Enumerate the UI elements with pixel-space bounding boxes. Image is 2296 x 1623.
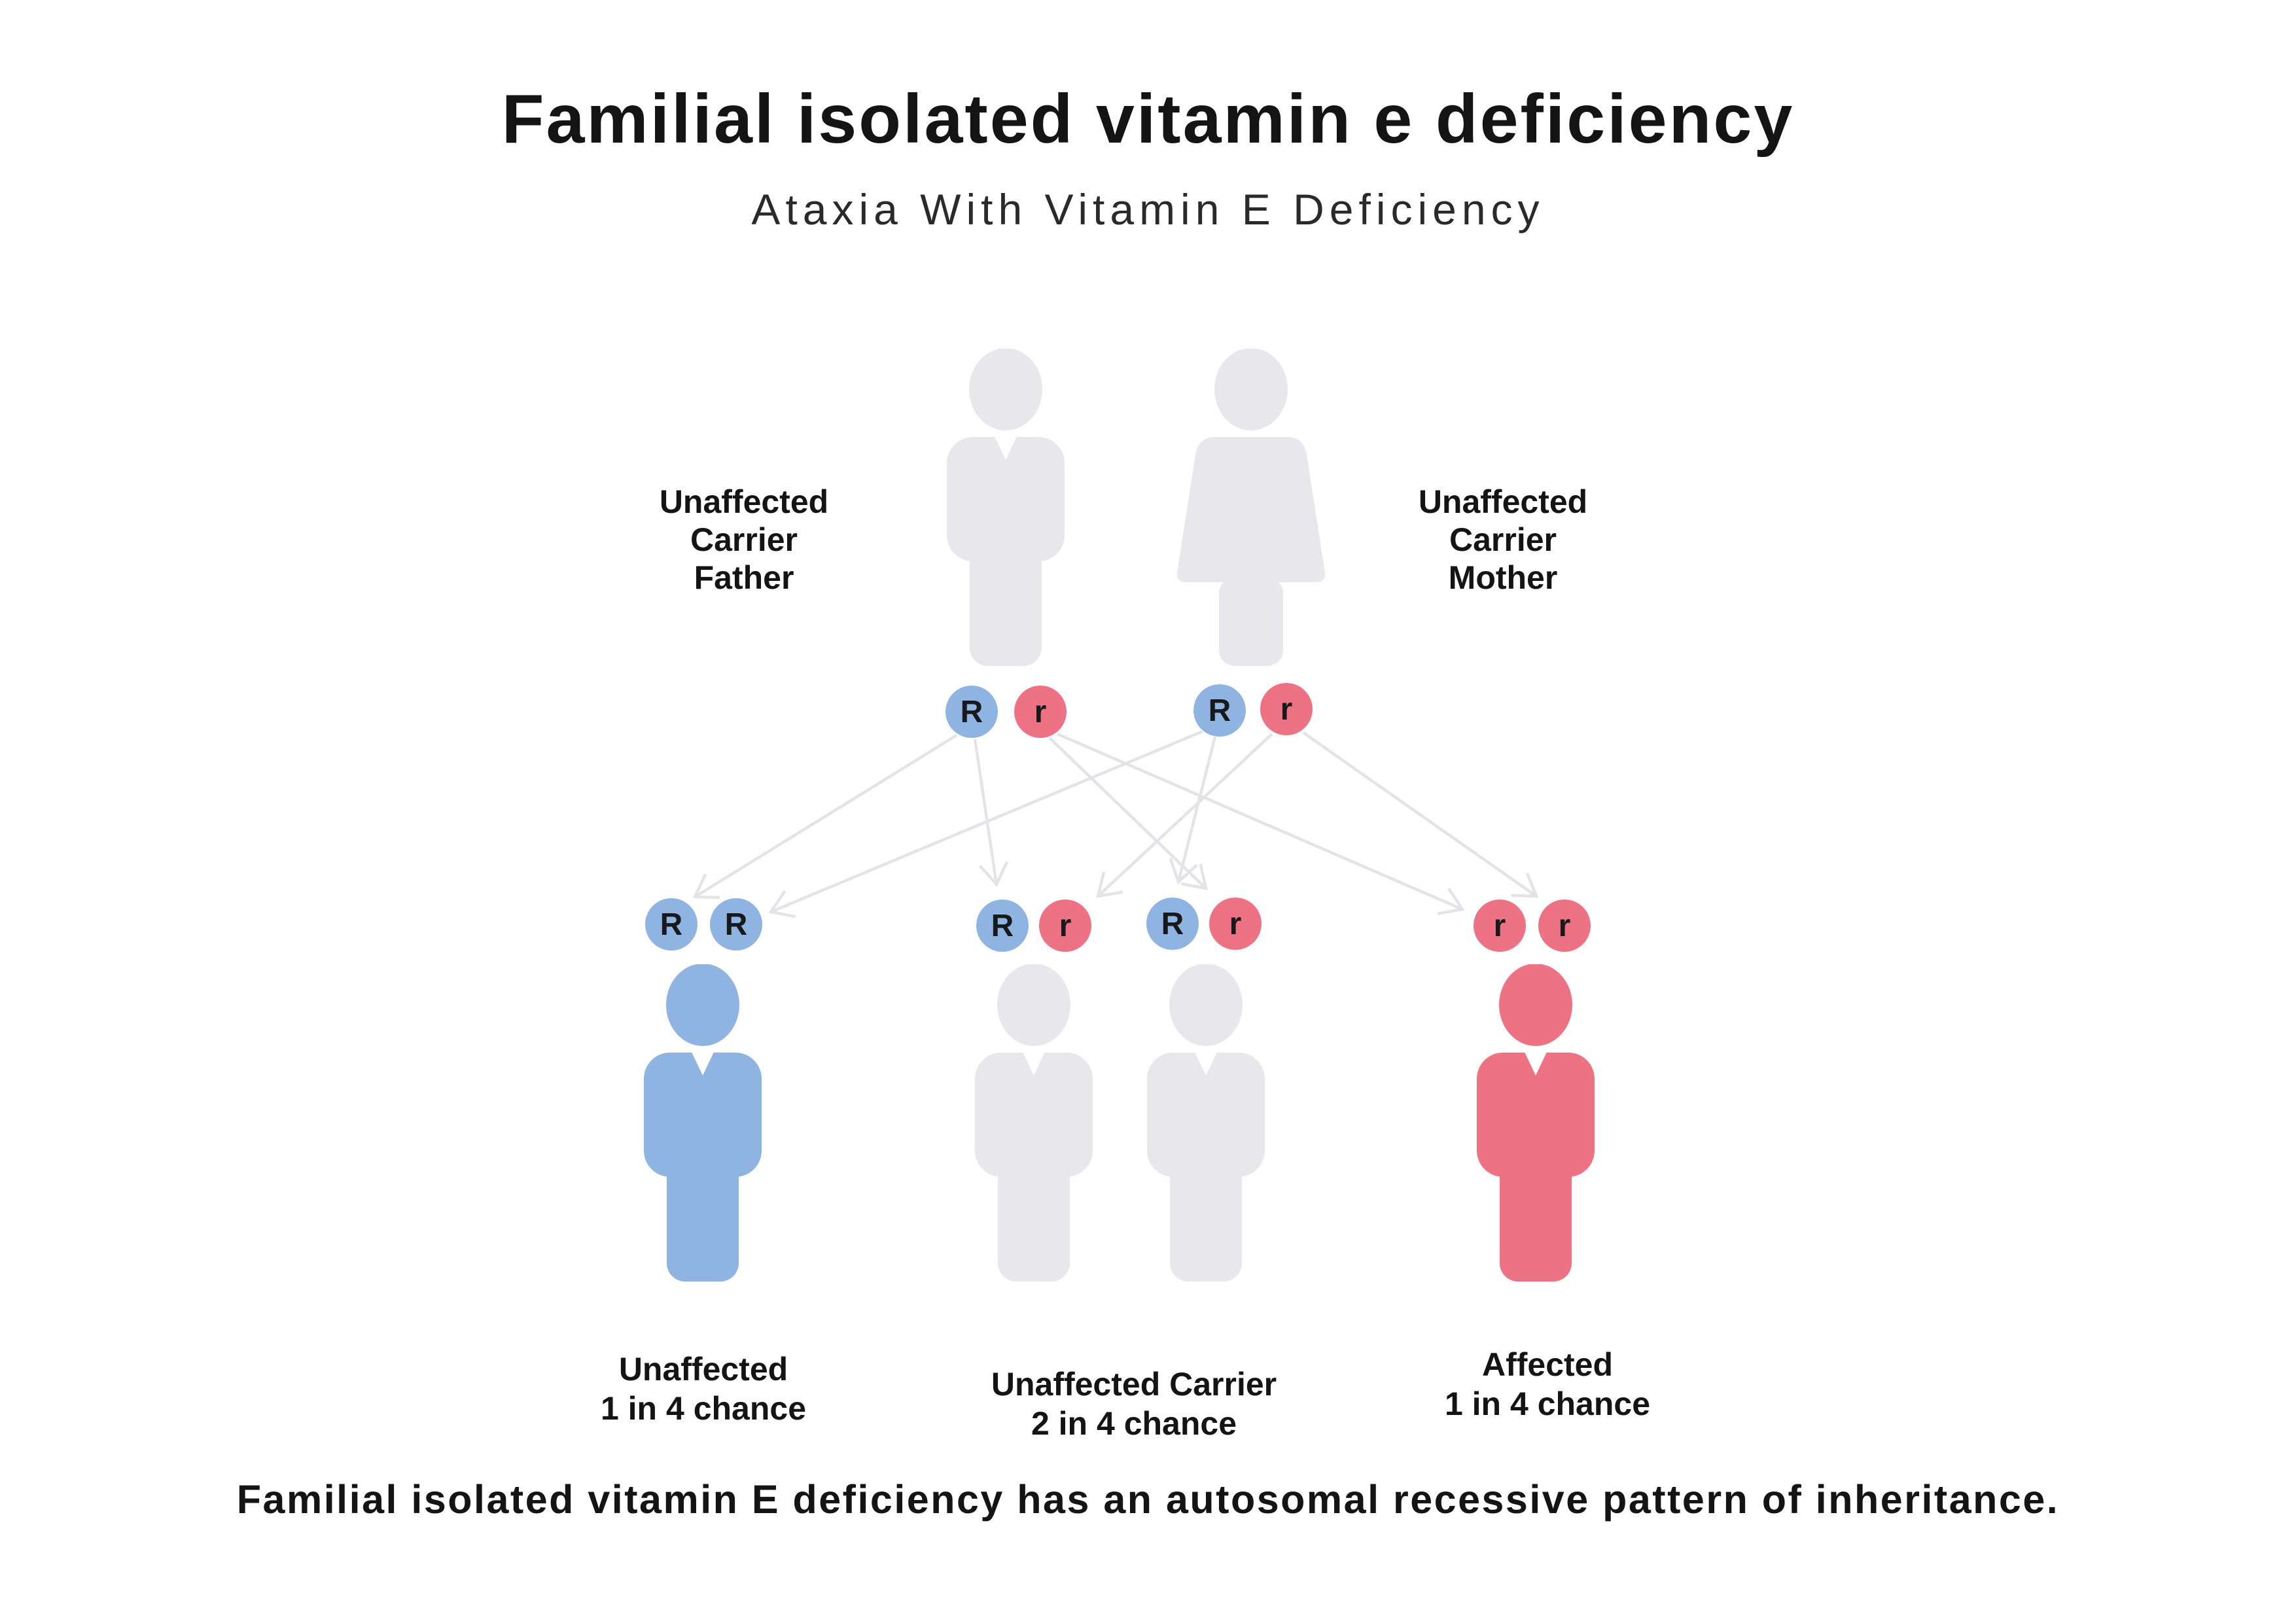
- arrow-motherR-to-child3: [1169, 736, 1217, 884]
- father-allele-r: r: [1014, 686, 1067, 738]
- child3-person-icon: [1147, 964, 1265, 1282]
- father-person-icon: [947, 349, 1065, 666]
- arrow-motherr-to-child2: [1096, 733, 1273, 898]
- child4-outcome-line1: Affected: [1481, 1346, 1614, 1383]
- father-label-line2: Carrier: [690, 521, 798, 558]
- mother-allele-R: R: [1193, 684, 1246, 737]
- father-label: Unaffected Carrier Father: [548, 483, 940, 597]
- child1-allele-2-letter: R: [724, 907, 748, 942]
- child4-allele-2: r: [1538, 899, 1591, 952]
- footer-caption: Familial isolated vitamin E deficiency h…: [236, 1477, 2060, 1522]
- child2-allele-2: r: [1039, 899, 1091, 952]
- mother-label-line3: Mother: [1448, 559, 1558, 596]
- father-allele-R: R: [945, 686, 998, 738]
- child4-allele-1-letter: r: [1493, 908, 1506, 943]
- child1-outcome-line2: 1 in 4 chance: [600, 1390, 807, 1427]
- child2-allele-1: R: [976, 899, 1029, 952]
- child1-allele-2: R: [710, 898, 762, 951]
- father-label-line3: Father: [694, 559, 794, 596]
- page-title: Familial isolated vitamin e deficiency: [501, 80, 1795, 158]
- carrier-outcome-label: Unaffected Carrier 2 in 4 chance: [931, 1365, 1337, 1443]
- child1-allele-1-letter: R: [660, 907, 683, 942]
- arrow-motherR-to-child1: [768, 729, 1203, 918]
- child4-person-icon: [1477, 964, 1595, 1282]
- child1-outcome-label: Unaffected 1 in 4 chance: [501, 1350, 906, 1428]
- child4-outcome-line2: 1 in 4 chance: [1444, 1386, 1651, 1422]
- child2-allele-2-letter: r: [1059, 908, 1072, 943]
- mother-allele-R-letter: R: [1208, 693, 1231, 728]
- child3-allele-1-letter: R: [1161, 906, 1184, 941]
- page-subtitle: Ataxia With Vitamin E Deficiency: [751, 185, 1545, 234]
- arrow-fatherr-to-child3: [1048, 737, 1208, 890]
- carrier-outcome-line1: Unaffected Carrier: [991, 1366, 1277, 1403]
- child3-allele-2-letter: r: [1229, 906, 1242, 941]
- child3-allele-2: r: [1209, 898, 1262, 950]
- child4-allele-1: r: [1474, 899, 1526, 952]
- father-allele-R-letter: R: [960, 694, 983, 729]
- child3-allele-1: R: [1146, 898, 1199, 950]
- arrow-fatherR-to-child1: [692, 734, 958, 899]
- arrow-fatherr-to-child4: [1057, 732, 1465, 915]
- child4-outcome-label: Affected 1 in 4 chance: [1345, 1345, 1750, 1423]
- child1-outcome-line1: Unaffected: [618, 1351, 788, 1387]
- arrow-fatherR-to-child2: [973, 739, 1009, 888]
- carrier-outcome-line2: 2 in 4 chance: [1031, 1405, 1237, 1442]
- child4-allele-2-letter: r: [1558, 908, 1571, 943]
- mother-allele-r: r: [1260, 683, 1313, 735]
- child2-person-icon: [975, 964, 1093, 1282]
- mother-label-line2: Carrier: [1449, 521, 1557, 558]
- father-allele-r-letter: r: [1034, 694, 1047, 729]
- child2-allele-1-letter: R: [991, 908, 1014, 943]
- mother-person-icon: [1176, 349, 1326, 666]
- child1-allele-1: R: [645, 898, 698, 951]
- mother-label-line1: Unaffected: [1418, 483, 1588, 520]
- father-label-line1: Unaffected: [659, 483, 829, 520]
- child1-person-icon: [644, 964, 762, 1282]
- mother-label: Unaffected Carrier Mother: [1307, 483, 1699, 597]
- mother-allele-r-letter: r: [1280, 691, 1293, 727]
- arrow-motherr-to-child4: [1302, 731, 1539, 898]
